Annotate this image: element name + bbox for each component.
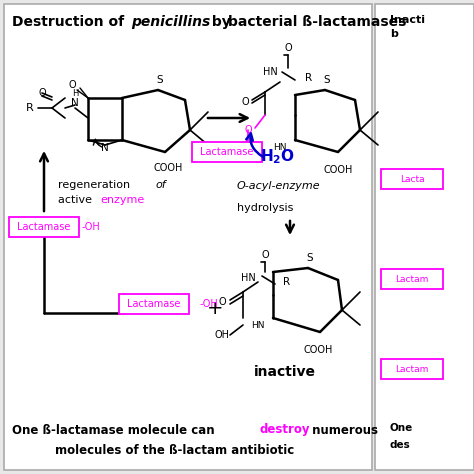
Text: of: of (155, 180, 165, 190)
Text: Lactam: Lactam (395, 365, 428, 374)
Text: Lacta: Lacta (400, 174, 424, 183)
Text: +: + (207, 299, 223, 318)
Text: active: active (58, 195, 95, 205)
Text: inactive: inactive (254, 365, 316, 379)
Text: COOH: COOH (303, 345, 333, 355)
Text: COOH: COOH (153, 163, 182, 173)
Text: One ß-lactamase molecule can: One ß-lactamase molecule can (12, 423, 219, 437)
FancyBboxPatch shape (381, 359, 443, 379)
Text: HN: HN (273, 144, 287, 153)
Text: enzyme: enzyme (100, 195, 144, 205)
Text: Lactam: Lactam (395, 274, 428, 283)
Text: -OH: -OH (200, 299, 219, 309)
FancyBboxPatch shape (381, 269, 443, 289)
Text: R: R (305, 73, 312, 83)
Text: numerous: numerous (308, 423, 378, 437)
Text: destroy: destroy (260, 423, 310, 437)
Text: des: des (390, 440, 411, 450)
Text: by: by (207, 15, 236, 29)
Text: O: O (241, 97, 249, 107)
FancyBboxPatch shape (381, 169, 443, 189)
FancyBboxPatch shape (192, 142, 262, 162)
Text: -OH: -OH (82, 222, 101, 232)
Text: Destruction of: Destruction of (12, 15, 129, 29)
Text: H: H (72, 89, 78, 98)
Text: Lactamase: Lactamase (18, 222, 71, 232)
Text: N: N (101, 143, 109, 153)
Text: Lactamase: Lactamase (128, 299, 181, 309)
Text: S: S (324, 75, 330, 85)
Text: bacterial ß-lactamases: bacterial ß-lactamases (228, 15, 406, 29)
Text: hydrolysis: hydrolysis (237, 203, 293, 213)
Text: S: S (307, 253, 313, 263)
Text: O: O (244, 125, 252, 135)
Text: regeneration: regeneration (58, 180, 134, 190)
Text: Inacti: Inacti (390, 15, 425, 25)
Text: O: O (261, 250, 269, 260)
Text: Lactamase: Lactamase (201, 147, 254, 157)
Text: O: O (284, 43, 292, 53)
Text: penicillins: penicillins (131, 15, 210, 29)
Text: $\mathbf{H_2O}$: $\mathbf{H_2O}$ (260, 147, 295, 166)
Text: HN: HN (251, 321, 265, 330)
Text: b: b (390, 29, 398, 39)
Text: OH: OH (215, 330, 229, 340)
FancyBboxPatch shape (119, 294, 189, 314)
Text: HN: HN (263, 67, 277, 77)
Bar (375, 4, 474, 470)
Text: O: O (218, 297, 226, 307)
Bar (4, 4, 372, 470)
Text: One: One (390, 423, 413, 433)
Text: S: S (157, 75, 164, 85)
Text: HN: HN (241, 273, 255, 283)
Text: O: O (38, 88, 46, 98)
Text: R: R (26, 103, 34, 113)
Text: N: N (71, 98, 79, 108)
Text: O: O (68, 80, 76, 90)
Text: O-acyl-enzyme: O-acyl-enzyme (236, 181, 320, 191)
Text: molecules of the ß-lactam antibiotic: molecules of the ß-lactam antibiotic (55, 444, 294, 456)
Text: R: R (283, 277, 290, 287)
Text: COOH: COOH (323, 165, 353, 175)
FancyBboxPatch shape (9, 217, 79, 237)
